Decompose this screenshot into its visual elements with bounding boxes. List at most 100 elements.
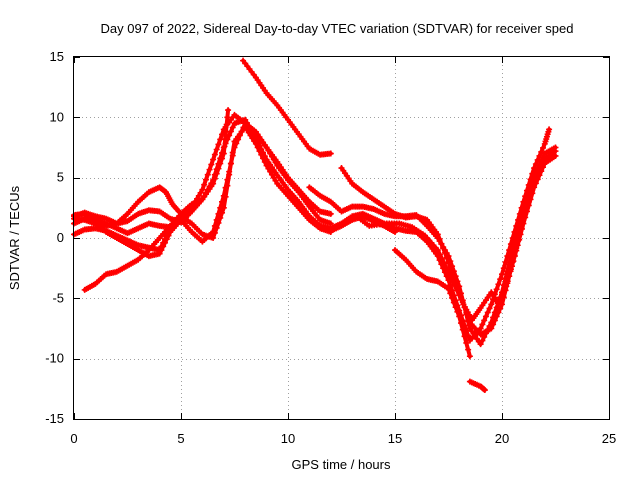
data-point	[231, 144, 238, 151]
data-point	[267, 150, 274, 157]
data-point	[525, 202, 532, 209]
series-line	[72, 117, 333, 231]
data-point	[457, 320, 464, 327]
data-point	[504, 278, 511, 285]
data-point	[272, 159, 279, 166]
y-axis-label: SDTVAR / TECUs	[7, 185, 22, 290]
data-point	[500, 265, 507, 272]
data-point	[523, 187, 530, 194]
data-point	[463, 339, 470, 346]
data-point	[254, 144, 261, 151]
data-point	[213, 216, 220, 223]
data-point	[440, 245, 447, 252]
data-point	[252, 140, 259, 147]
data-point	[202, 176, 209, 183]
data-point	[447, 273, 454, 280]
data-point	[272, 177, 279, 184]
data-point	[160, 243, 167, 250]
data-point	[450, 299, 457, 306]
data-point	[165, 232, 172, 239]
data-point	[495, 309, 502, 316]
data-point	[265, 147, 272, 154]
data-point	[217, 160, 224, 167]
x-axis-label: GPS time / hours	[292, 457, 391, 472]
data-point	[513, 247, 520, 254]
x-tick-label: 0	[70, 431, 77, 446]
series-line	[72, 112, 333, 236]
data-point	[516, 236, 523, 243]
data-point	[497, 305, 504, 312]
x-tick-label: 10	[281, 431, 295, 446]
data-point	[456, 292, 463, 299]
data-point	[235, 136, 242, 143]
data-point	[517, 231, 524, 238]
data-point	[222, 128, 229, 135]
data-point	[461, 333, 468, 340]
data-point	[256, 148, 263, 155]
data-point	[536, 172, 543, 179]
series-track-5	[81, 107, 232, 293]
data-point	[240, 124, 247, 131]
data-point	[538, 168, 545, 175]
data-point	[270, 174, 277, 181]
data-point	[178, 210, 184, 217]
data-point	[449, 294, 456, 301]
data-point	[454, 287, 461, 294]
data-point	[236, 132, 243, 139]
data-point	[520, 198, 527, 205]
data-point	[527, 196, 534, 203]
data-point	[466, 353, 473, 360]
data-point	[213, 170, 220, 177]
data-point	[199, 186, 206, 193]
data-point	[161, 239, 168, 246]
data-point	[261, 158, 268, 165]
data-point	[258, 151, 265, 158]
data-point	[263, 144, 270, 151]
data-point	[488, 301, 495, 308]
data-point	[458, 296, 465, 303]
data-point	[229, 152, 236, 159]
data-point	[540, 144, 547, 151]
data-point	[516, 210, 523, 217]
data-point	[504, 253, 511, 260]
series-track-6	[71, 184, 184, 229]
data-point	[197, 189, 204, 196]
data-point	[552, 152, 559, 159]
x-tick-label: 5	[177, 431, 184, 446]
data-point	[441, 249, 448, 256]
data-point	[201, 181, 208, 188]
series-group	[71, 57, 559, 394]
chart-title: Day 097 of 2022, Sidereal Day-to-day VTE…	[100, 21, 573, 36]
data-point	[220, 192, 227, 199]
data-point	[229, 124, 236, 131]
data-point	[441, 260, 448, 267]
data-point	[491, 317, 498, 324]
data-point	[522, 193, 529, 200]
data-point	[219, 155, 226, 162]
series-line	[339, 149, 558, 337]
data-point	[486, 305, 493, 312]
data-point	[224, 176, 231, 183]
data-point	[513, 222, 520, 229]
data-point	[215, 141, 222, 148]
data-point	[217, 204, 224, 211]
data-point	[503, 283, 510, 290]
data-point	[477, 325, 484, 332]
data-point	[221, 143, 228, 150]
data-point	[267, 168, 274, 175]
data-point	[540, 164, 547, 171]
y-tick-label: 0	[57, 230, 64, 245]
data-point	[449, 278, 456, 285]
data-point	[518, 204, 525, 211]
data-point	[481, 317, 488, 324]
grid	[74, 57, 609, 419]
data-point	[510, 258, 517, 265]
data-point	[327, 150, 334, 157]
x-tick-label: 15	[388, 431, 402, 446]
data-point	[223, 121, 230, 128]
data-point	[497, 276, 504, 283]
data-point	[531, 184, 538, 191]
x-tick-label: 25	[602, 431, 616, 446]
data-point	[499, 301, 505, 308]
series-track-13	[466, 378, 488, 394]
